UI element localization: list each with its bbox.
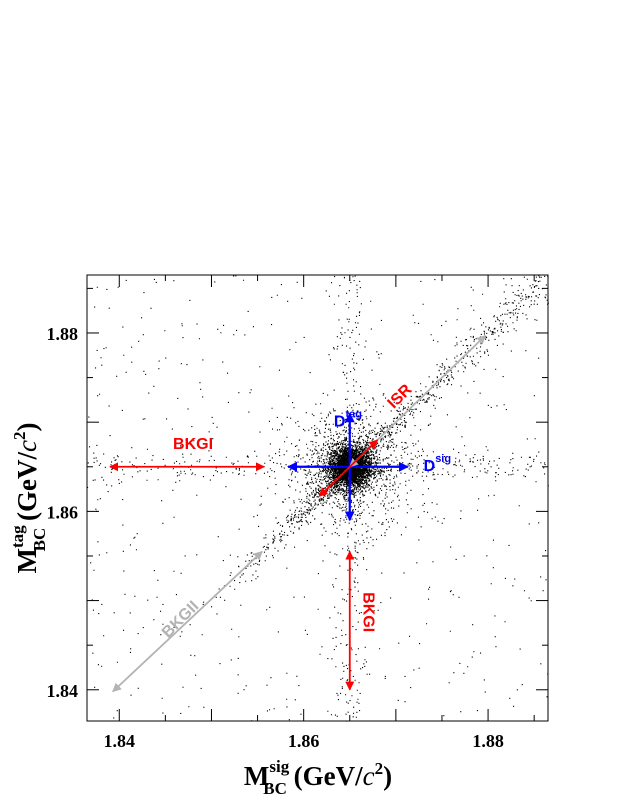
dsig-sup: sig: [435, 453, 451, 465]
y-axis-title-sub: BC: [30, 528, 49, 552]
x-axis-title-unit-exp: 2: [375, 759, 384, 778]
y-tick-label: 1.88: [47, 324, 79, 344]
dtag-sup: tag: [345, 409, 362, 421]
bkgi-horizontal-main: BKGI: [173, 436, 213, 453]
x-tick-label: 1.86: [288, 731, 320, 751]
dtag-label: Dtag: [334, 409, 362, 431]
y-tick-label: 1.86: [47, 502, 79, 522]
bkgi-horizontal-label: BKGI: [173, 436, 213, 453]
plot-border: [86, 274, 549, 722]
x-axis-title-sup: sig: [269, 757, 289, 776]
y-axis-title-sup: tag: [8, 525, 27, 548]
y-axis-title-main: M: [12, 548, 42, 573]
annotation-arrows: [109, 335, 486, 693]
x-axis-title: Msig BC (GeV/c2): [244, 757, 392, 798]
x-axis-title-unit-close: ): [383, 761, 392, 791]
x-axis-title-unit-c: c: [363, 761, 375, 791]
y-axis-title-unit-exp: 2: [10, 432, 29, 441]
x-axis-title-main: M: [244, 761, 269, 791]
y-axis-title-unit-c: c: [12, 440, 42, 452]
bkgi-vertical-main: BKGI: [360, 592, 377, 632]
y-tick-label: 1.84: [47, 681, 79, 701]
x-axis-title-unit: (GeV/: [287, 761, 363, 791]
bkgii-main: BKGII: [159, 598, 202, 641]
x-tick-label: 1.84: [104, 731, 136, 751]
dsig-label: Dsig: [424, 453, 451, 475]
bkgii-label: BKGII: [159, 598, 202, 641]
dsig-main: D: [424, 458, 436, 475]
axis-ticks: 1.84 1.86 1.88 1.84 1.86 1.88: [47, 275, 548, 751]
y-axis-title-unit-close: ): [12, 423, 42, 432]
y-axis-title: Mtag BC (GeV/c2): [8, 423, 49, 574]
isr-red-arrow: [318, 439, 379, 497]
bkgi-vertical-label: BKGI: [360, 592, 377, 632]
x-tick-label: 1.88: [472, 731, 504, 751]
y-axis-title-unit: (GeV/: [12, 451, 42, 527]
dtag-main: D: [334, 414, 346, 431]
plot-frame: [86, 274, 549, 722]
axis-titles: Msig BC (GeV/c2)Mtag BC (GeV/c2): [8, 423, 392, 799]
x-axis-title-sub: BC: [263, 779, 287, 798]
bkgii-arrow: [112, 550, 263, 693]
